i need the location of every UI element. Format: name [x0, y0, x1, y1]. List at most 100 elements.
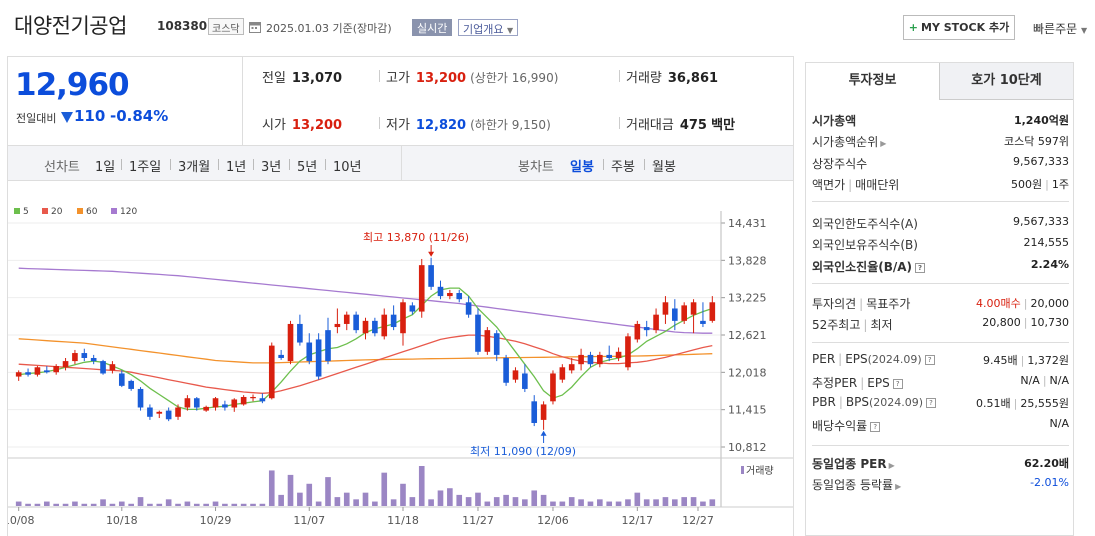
volume-bar	[418, 466, 425, 506]
corp-overview-label: 기업개요	[463, 23, 504, 36]
candle	[372, 317, 378, 337]
candle	[681, 302, 688, 324]
legend-ma5: 5	[23, 207, 29, 217]
candle	[34, 366, 41, 377]
volume-bar	[259, 503, 266, 506]
price-stats: 전일 13,070 고가 13,200 (상한가 16,990) 거래량 36,861 …	[242, 56, 794, 146]
candle	[315, 333, 322, 380]
volume-bar	[72, 501, 78, 506]
legend-ma60: 60	[86, 207, 98, 217]
row-per-eps: PER | EPS(2024.09)? 9.45배 | 1,372원	[812, 352, 1069, 367]
help-icon[interactable]: ?	[915, 263, 926, 273]
volume-bar	[653, 499, 659, 506]
candle	[381, 308, 388, 340]
chevron-right-icon: ▶	[880, 139, 887, 148]
add-mystock-button[interactable]: + MY STOCK 추가	[903, 15, 1015, 40]
candle	[306, 333, 313, 365]
row-pbr-bps: PBR | BPS(2024.09)? 0.51배 | 25,555원	[812, 395, 1069, 410]
volume-bar	[250, 503, 256, 506]
row-industry-change[interactable]: 동일업종 등락률 ▶ -2.01%	[812, 476, 1069, 492]
volume-bar	[615, 501, 622, 506]
tab-10y[interactable]: 10년	[333, 160, 362, 175]
volume-bar	[287, 474, 294, 506]
help-icon[interactable]: ?	[892, 379, 903, 389]
change-value: 110	[74, 107, 106, 125]
candle	[428, 257, 434, 290]
candle	[128, 379, 134, 391]
help-icon[interactable]: ?	[924, 355, 935, 365]
candle	[418, 258, 425, 318]
tab-weekly[interactable]: 주봉	[611, 160, 635, 175]
quick-order-label: 빠른주문	[1033, 22, 1078, 36]
row-market-cap-rank[interactable]: 시가총액순위 ▶ 코스닥 597위	[812, 135, 1069, 149]
volume-bar	[522, 499, 528, 506]
candle	[522, 364, 528, 393]
volume-bar	[606, 501, 613, 506]
volume-bar	[400, 483, 406, 506]
row-par-unit: 액면가 | 매매단위 500원 | 1주	[812, 178, 1069, 192]
stock-name: 대양전기공업	[14, 14, 127, 38]
tab-3y[interactable]: 3년	[261, 160, 282, 175]
candle	[409, 302, 416, 315]
candle	[475, 308, 481, 355]
volume-bar	[493, 497, 500, 506]
volume-bar	[231, 503, 238, 506]
help-icon[interactable]: ?	[926, 398, 937, 408]
candle	[118, 370, 125, 388]
candle	[643, 320, 650, 337]
row-shares: 상장주식수 9,567,333	[812, 155, 1069, 171]
quick-order-button[interactable]: 빠른주문 ▼	[1033, 20, 1087, 37]
candle	[62, 357, 69, 371]
candle	[250, 394, 256, 402]
down-arrow-icon	[61, 112, 73, 123]
tab-monthly[interactable]: 월봉	[652, 160, 676, 175]
tab-invest-info[interactable]: 투자정보	[806, 63, 940, 100]
volume-bar	[118, 501, 125, 506]
chart-period-tabs: 선차트 1일 1주일 3개월 1년 3년 5년 10년 봉차트 일봉 주봉 월봉	[7, 146, 794, 181]
volume-bar	[568, 497, 575, 506]
legend-ma120: 120	[120, 207, 137, 217]
volume-bar	[531, 490, 538, 506]
market-badge: 코스닥	[208, 18, 244, 35]
candle	[193, 396, 200, 411]
volume-bar	[15, 501, 22, 506]
ma120-line	[18, 267, 713, 334]
candle	[175, 404, 181, 420]
candle	[165, 407, 172, 422]
tab-1d[interactable]: 1일	[95, 160, 116, 175]
calendar-icon	[249, 22, 261, 33]
volume-bar	[278, 494, 284, 506]
candle	[662, 296, 669, 324]
tab-1y[interactable]: 1년	[226, 160, 247, 175]
stat-high: 고가 13,200 (상한가 16,990)	[386, 71, 559, 86]
max-price-annotation: 최고 13,870 (11/26)	[363, 231, 469, 244]
candle	[587, 351, 594, 368]
plus-icon: +	[908, 21, 919, 34]
candle	[287, 320, 294, 365]
volume-bar	[137, 497, 144, 506]
row-est-per-eps: 추정PER | EPS? N/A | N/A	[812, 374, 1069, 390]
tab-5y[interactable]: 5년	[297, 160, 318, 175]
tab-1w[interactable]: 1주일	[129, 160, 162, 175]
tab-3m[interactable]: 3개월	[178, 160, 211, 175]
volume-bar	[540, 494, 547, 506]
x-tick-label: 11/27	[462, 514, 494, 527]
realtime-button[interactable]: 실시간	[412, 19, 453, 36]
y-tick-label: 13,828	[728, 254, 767, 267]
add-mystock-label: MY STOCK 추가	[921, 21, 1010, 34]
corp-overview-dropdown[interactable]: 기업개요 ▼	[458, 19, 519, 36]
y-tick-label: 11,415	[728, 404, 767, 417]
tab-quote-10[interactable]: 호가 10단계	[940, 63, 1073, 100]
candle	[203, 405, 209, 412]
current-price: 12,960	[15, 67, 130, 103]
volume-bar	[240, 503, 247, 506]
help-icon[interactable]: ?	[870, 422, 881, 432]
tab-daily[interactable]: 일봉	[570, 160, 594, 175]
volume-bar	[203, 503, 209, 506]
row-industry-per[interactable]: 동일업종 PER ▶ 62.20배	[812, 457, 1069, 471]
stock-header: 대양전기공업 108380 코스닥 2025.01.03 기준(장마감) 실시간…	[0, 0, 1095, 50]
volume-bar	[81, 503, 88, 506]
candle	[268, 342, 275, 400]
volume-bar	[503, 494, 509, 506]
candle	[578, 348, 584, 371]
